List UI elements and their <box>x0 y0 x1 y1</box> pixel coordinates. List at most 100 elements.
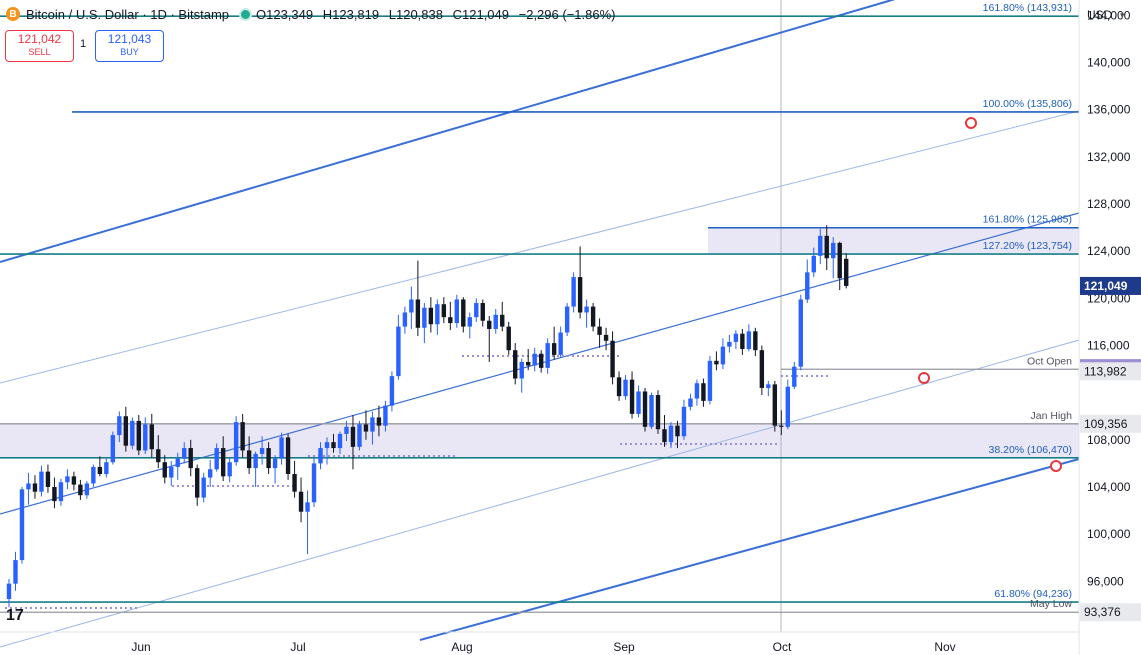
sell-button[interactable]: 121,042 SELL <box>5 30 74 62</box>
level-label-8: May Low <box>1030 598 1072 610</box>
candle-body-105 <box>688 398 693 407</box>
candle-body-4 <box>32 483 38 492</box>
candle-body-62 <box>409 299 414 313</box>
candle-body-32 <box>214 448 219 470</box>
y-tick-2: 104,000 <box>1087 480 1131 494</box>
candle-body-72 <box>474 303 479 318</box>
candle-body-27 <box>182 448 187 459</box>
candle-body-55 <box>363 424 369 432</box>
level-label-0: 161.80% (143,931) <box>983 2 1072 14</box>
currency-selector[interactable]: USD ▼ <box>1079 0 1141 30</box>
candle-body-7 <box>52 486 57 502</box>
candle-body-65 <box>428 307 434 325</box>
y-tick-3: 108,000 <box>1087 433 1131 447</box>
candle-body-31 <box>207 469 213 478</box>
candle-body-75 <box>493 314 498 329</box>
level-label-6: 38.20% (106,470) <box>989 444 1072 456</box>
candle-body-17 <box>117 416 122 436</box>
candle-body-23 <box>156 449 161 463</box>
candle-body-48 <box>318 448 323 464</box>
candle-body-129 <box>844 258 849 286</box>
candle-body-15 <box>104 462 109 474</box>
change-value: −2,296 (−1.86%) <box>518 6 616 22</box>
candle-body-1 <box>13 560 18 584</box>
candle-body-6 <box>45 471 51 487</box>
channel-mid-upper-line <box>0 110 1080 384</box>
candle-body-115 <box>753 331 758 351</box>
candle-body-2 <box>19 489 25 561</box>
candle-body-99 <box>649 395 654 427</box>
candle-body-16 <box>110 435 116 463</box>
candle-body-28 <box>188 448 193 469</box>
candle-body-68 <box>448 317 453 324</box>
candle-body-44 <box>292 474 297 492</box>
candle-body-19 <box>130 420 135 446</box>
candle-body-97 <box>636 391 641 414</box>
candle-body-45 <box>298 491 304 512</box>
candle-body-98 <box>642 391 648 427</box>
candle-body-127 <box>831 242 836 259</box>
chevron-down-icon: ▼ <box>1118 10 1127 20</box>
candle-body-94 <box>616 377 622 397</box>
candle-body-110 <box>720 346 726 365</box>
candle-body-5 <box>39 471 44 492</box>
candle-body-56 <box>370 417 375 432</box>
candle-body-22 <box>149 424 154 450</box>
target-marker-106470 <box>1050 460 1062 472</box>
candle-body-108 <box>707 360 713 401</box>
candle-body-0 <box>6 583 12 599</box>
candle-body-11 <box>78 484 83 496</box>
candle-body-52 <box>344 426 349 434</box>
candle-body-89 <box>584 306 589 313</box>
candle-body-41 <box>272 458 278 469</box>
candle-body-73 <box>480 303 485 321</box>
candle-body-13 <box>91 466 96 484</box>
market-status-icon[interactable] <box>241 9 250 19</box>
y-tick-6: 124,000 <box>1087 244 1131 258</box>
open-value: O123,349 <box>256 6 314 22</box>
close-value: C121,049 <box>452 6 509 22</box>
candle-body-93 <box>610 340 615 378</box>
candle-body-85 <box>558 332 563 355</box>
price-badge-3 <box>1080 414 1141 433</box>
bitcoin-icon: B <box>6 7 20 21</box>
buy-button[interactable]: 121,043 BUY <box>95 30 164 62</box>
candle-body-34 <box>227 462 232 477</box>
candle-body-90 <box>590 306 596 327</box>
candle-body-36 <box>240 422 245 451</box>
y-tick-4: 116,000 <box>1087 338 1130 352</box>
candle-body-126 <box>824 235 829 259</box>
y-tick-1: 100,000 <box>1087 527 1131 541</box>
level-label-3: 127.20% (123,754) <box>983 240 1072 252</box>
candle-body-21 <box>143 424 148 451</box>
price-badge-label-3: 109,356 <box>1084 417 1128 431</box>
low-value: L120,838 <box>388 6 443 22</box>
candle-body-109 <box>714 360 719 365</box>
candle-body-81 <box>532 353 537 366</box>
candle-body-14 <box>97 466 103 474</box>
sell-label: SELL <box>28 47 51 57</box>
candle-body-80 <box>526 361 531 366</box>
candle-body-33 <box>220 448 226 477</box>
candle-body-54 <box>357 424 362 447</box>
y-tick-7: 128,000 <box>1087 197 1131 211</box>
candle-body-37 <box>246 450 252 469</box>
x-tick-0: Jun <box>131 640 150 654</box>
candle-body-3 <box>26 483 31 490</box>
candle-body-12 <box>84 483 90 496</box>
price-badge-0 <box>1080 276 1141 295</box>
y-tick-10: 140,000 <box>1087 55 1131 69</box>
x-tick-5: Nov <box>934 640 955 654</box>
y-tick-11: 144,000 <box>1087 8 1131 22</box>
price-badge-label-2: 113,982 <box>1084 364 1127 378</box>
buy-label: BUY <box>120 47 139 57</box>
level-label-1: 100.00% (135,806) <box>983 98 1072 110</box>
target-marker-135806 <box>965 117 977 129</box>
candle-body-111 <box>727 341 732 347</box>
candle-body-43 <box>285 437 291 474</box>
candle-body-66 <box>435 304 440 325</box>
candle-body-9 <box>65 476 70 483</box>
symbol-title[interactable]: Bitcoin / U.S. Dollar · 1D · Bitstamp <box>26 6 229 22</box>
candle-body-70 <box>461 299 466 327</box>
